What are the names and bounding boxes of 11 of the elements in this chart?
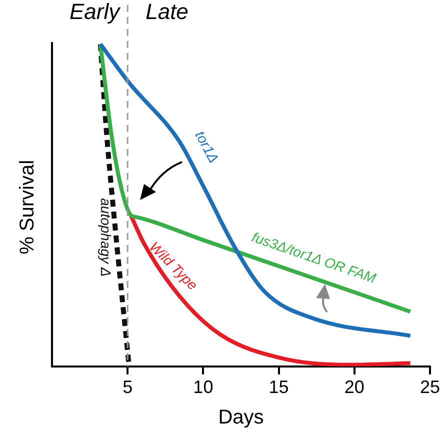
x-axis-title: Days <box>218 406 264 429</box>
x-tick-label: 20 <box>344 377 364 398</box>
x-tick-label: 15 <box>268 377 289 398</box>
x-tick-label: 10 <box>193 377 214 398</box>
text: Early <box>69 0 122 24</box>
y-axis-title: % Survival <box>16 160 39 254</box>
text: autophagy Δ <box>98 198 114 277</box>
text: tor1Δ <box>192 128 222 166</box>
x-tick-label: 25 <box>420 377 440 398</box>
x-tick-label: 5 <box>122 377 133 398</box>
text: Late <box>146 0 188 24</box>
